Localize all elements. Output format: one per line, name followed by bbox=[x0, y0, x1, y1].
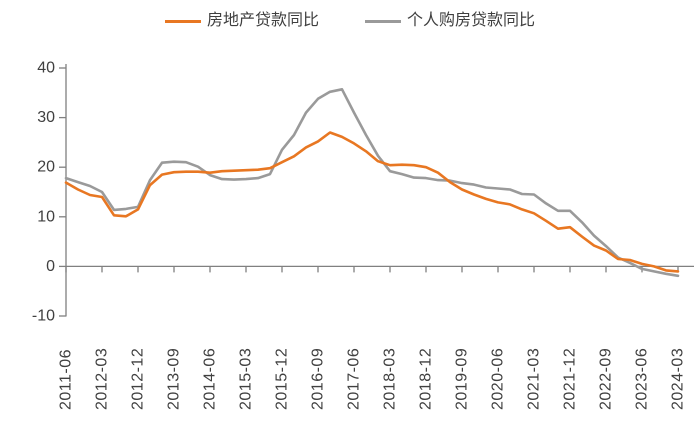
chart-legend: 房地产贷款同比 个人购房贷款同比 bbox=[0, 12, 700, 30]
x-tick-label: 2015-03 bbox=[238, 348, 255, 410]
x-tick-label: 2017-06 bbox=[346, 348, 363, 410]
y-tick-label: -10 bbox=[32, 308, 55, 325]
legend-line-swatch-orange bbox=[164, 19, 201, 23]
legend-label: 房地产贷款同比 bbox=[206, 12, 319, 29]
x-tick-label: 2012-03 bbox=[94, 348, 111, 410]
personal-housing-loans-line bbox=[64, 88, 680, 278]
y-tick-label: 10 bbox=[37, 208, 55, 225]
legend-line-swatch-gray bbox=[365, 19, 401, 23]
legend-label: 个人购房贷款同比 bbox=[407, 12, 536, 29]
x-tick-label: 2018-03 bbox=[382, 348, 399, 410]
x-tick-label: 2016-09 bbox=[310, 348, 327, 410]
x-tick-label: 2018-12 bbox=[418, 348, 435, 410]
x-tick-label: 2024-03 bbox=[670, 348, 687, 410]
legend-item-personal-housing-loans: 个人购房贷款同比 bbox=[365, 12, 535, 30]
x-tick-label: 2020-06 bbox=[490, 348, 507, 410]
y-tick-label: 30 bbox=[37, 109, 55, 126]
y-tick-label: 20 bbox=[37, 159, 55, 176]
x-tick-label: 2014-06 bbox=[202, 348, 219, 410]
real-estate-loans-line bbox=[64, 131, 680, 273]
x-tick-label: 2022-09 bbox=[598, 348, 615, 410]
x-tick-label: 2021-03 bbox=[526, 348, 543, 410]
y-tick-label: 40 bbox=[37, 60, 55, 77]
x-tick-label: 2015-12 bbox=[274, 348, 291, 410]
x-tick-label: 2013-09 bbox=[166, 348, 183, 410]
x-tick-label: 2012-12 bbox=[130, 348, 147, 410]
x-tick-label: 2021-12 bbox=[562, 348, 579, 410]
x-tick-label: 2023-06 bbox=[634, 348, 651, 410]
x-tick-label: 2019-09 bbox=[454, 348, 471, 410]
x-tick-label: 2011-06 bbox=[58, 349, 75, 410]
legend-item-real-estate-loans: 房地产贷款同比 bbox=[164, 12, 319, 30]
y-tick-label: 0 bbox=[46, 258, 55, 275]
